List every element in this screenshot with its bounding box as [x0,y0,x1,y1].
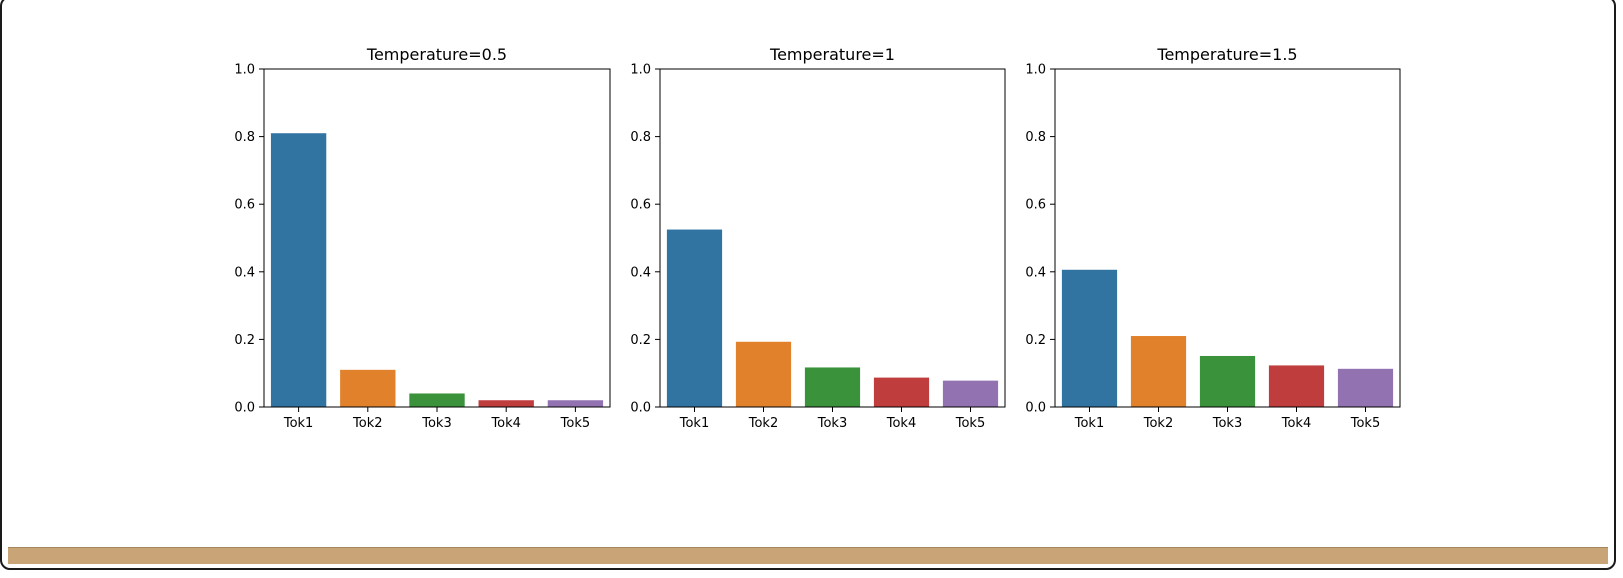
x-tick-label: Tok4 [1281,416,1312,431]
chart-title: Temperature=1 [769,45,895,64]
bar-tok4 [478,400,534,407]
y-tick-label: 0.8 [630,130,651,145]
y-tick-label: 0.0 [630,401,651,416]
bar-tok3 [409,393,465,407]
chart-title: Temperature=0.5 [366,45,507,64]
y-tick-label: 0.6 [630,198,651,213]
x-tick-label: Tok4 [490,416,521,431]
y-tick-label: 1.0 [234,63,255,78]
bar-tok4 [873,377,930,407]
bar-tok5 [1337,368,1394,407]
x-tick-label: Tok2 [352,416,383,431]
bar-tok3 [804,367,861,407]
bar-tok4 [1268,365,1325,407]
y-tick-label: 0.0 [234,401,255,416]
chart-panel-3: Temperature=1.5 0.0 0.2 0.4 0.6 0.8 1.0 Tok1 Tok… [1025,45,1401,431]
x-tick-label: Tok5 [560,416,591,431]
x-tick-label: Tok2 [748,416,779,431]
x-tick-label: Tok3 [817,416,848,431]
y-tick-label: 0.0 [1025,401,1046,416]
x-tick-label: Tok3 [421,416,452,431]
y-tick-label: 0.8 [1025,130,1046,145]
x-tick-label: Tok2 [1143,416,1174,431]
bar-tok2 [735,341,792,407]
bar-tok5 [547,400,604,407]
x-tick-label: Tok1 [1074,416,1105,431]
bar-tok2 [340,369,396,407]
x-tick-label: Tok1 [679,416,710,431]
chart-title: Temperature=1.5 [1156,45,1297,64]
bottom-bar [8,547,1608,564]
y-tick-label: 0.4 [630,265,651,280]
x-tick-label: Tok5 [1350,416,1381,431]
axes-frame [263,68,611,408]
chart-panel-1: Temperature=0.5 0.0 0.2 0.4 0.6 0.8 1.0 Tok1 Tok… [234,45,611,431]
y-tick-label: 1.0 [630,63,651,78]
bar-tok5 [942,380,999,407]
y-tick-label: 1.0 [1025,63,1046,78]
y-tick-label: 0.6 [1025,198,1046,213]
y-tick-label: 0.2 [234,333,255,348]
x-tick-label: Tok4 [886,416,917,431]
x-tick-label: Tok1 [283,416,314,431]
axes-frame [1054,68,1401,408]
y-tick-label: 0.2 [1025,333,1046,348]
y-tick-label: 0.4 [234,265,255,280]
y-tick-label: 0.8 [234,130,255,145]
chart-panel-2: Temperature=1 0.0 0.2 0.4 0.6 0.8 1.0 Tok1 Tok2 T… [630,45,1006,431]
bar-tok2 [1130,336,1187,407]
bar-tok1 [270,133,327,407]
y-tick-label: 0.4 [1025,265,1046,280]
y-tick-label: 0.6 [234,198,255,213]
x-tick-label: Tok5 [955,416,986,431]
bar-tok1 [666,229,723,407]
bar-tok3 [1199,355,1256,407]
y-tick-label: 0.2 [630,333,651,348]
bar-tok1 [1061,269,1118,407]
axes-frame [659,68,1006,408]
x-tick-label: Tok3 [1212,416,1243,431]
